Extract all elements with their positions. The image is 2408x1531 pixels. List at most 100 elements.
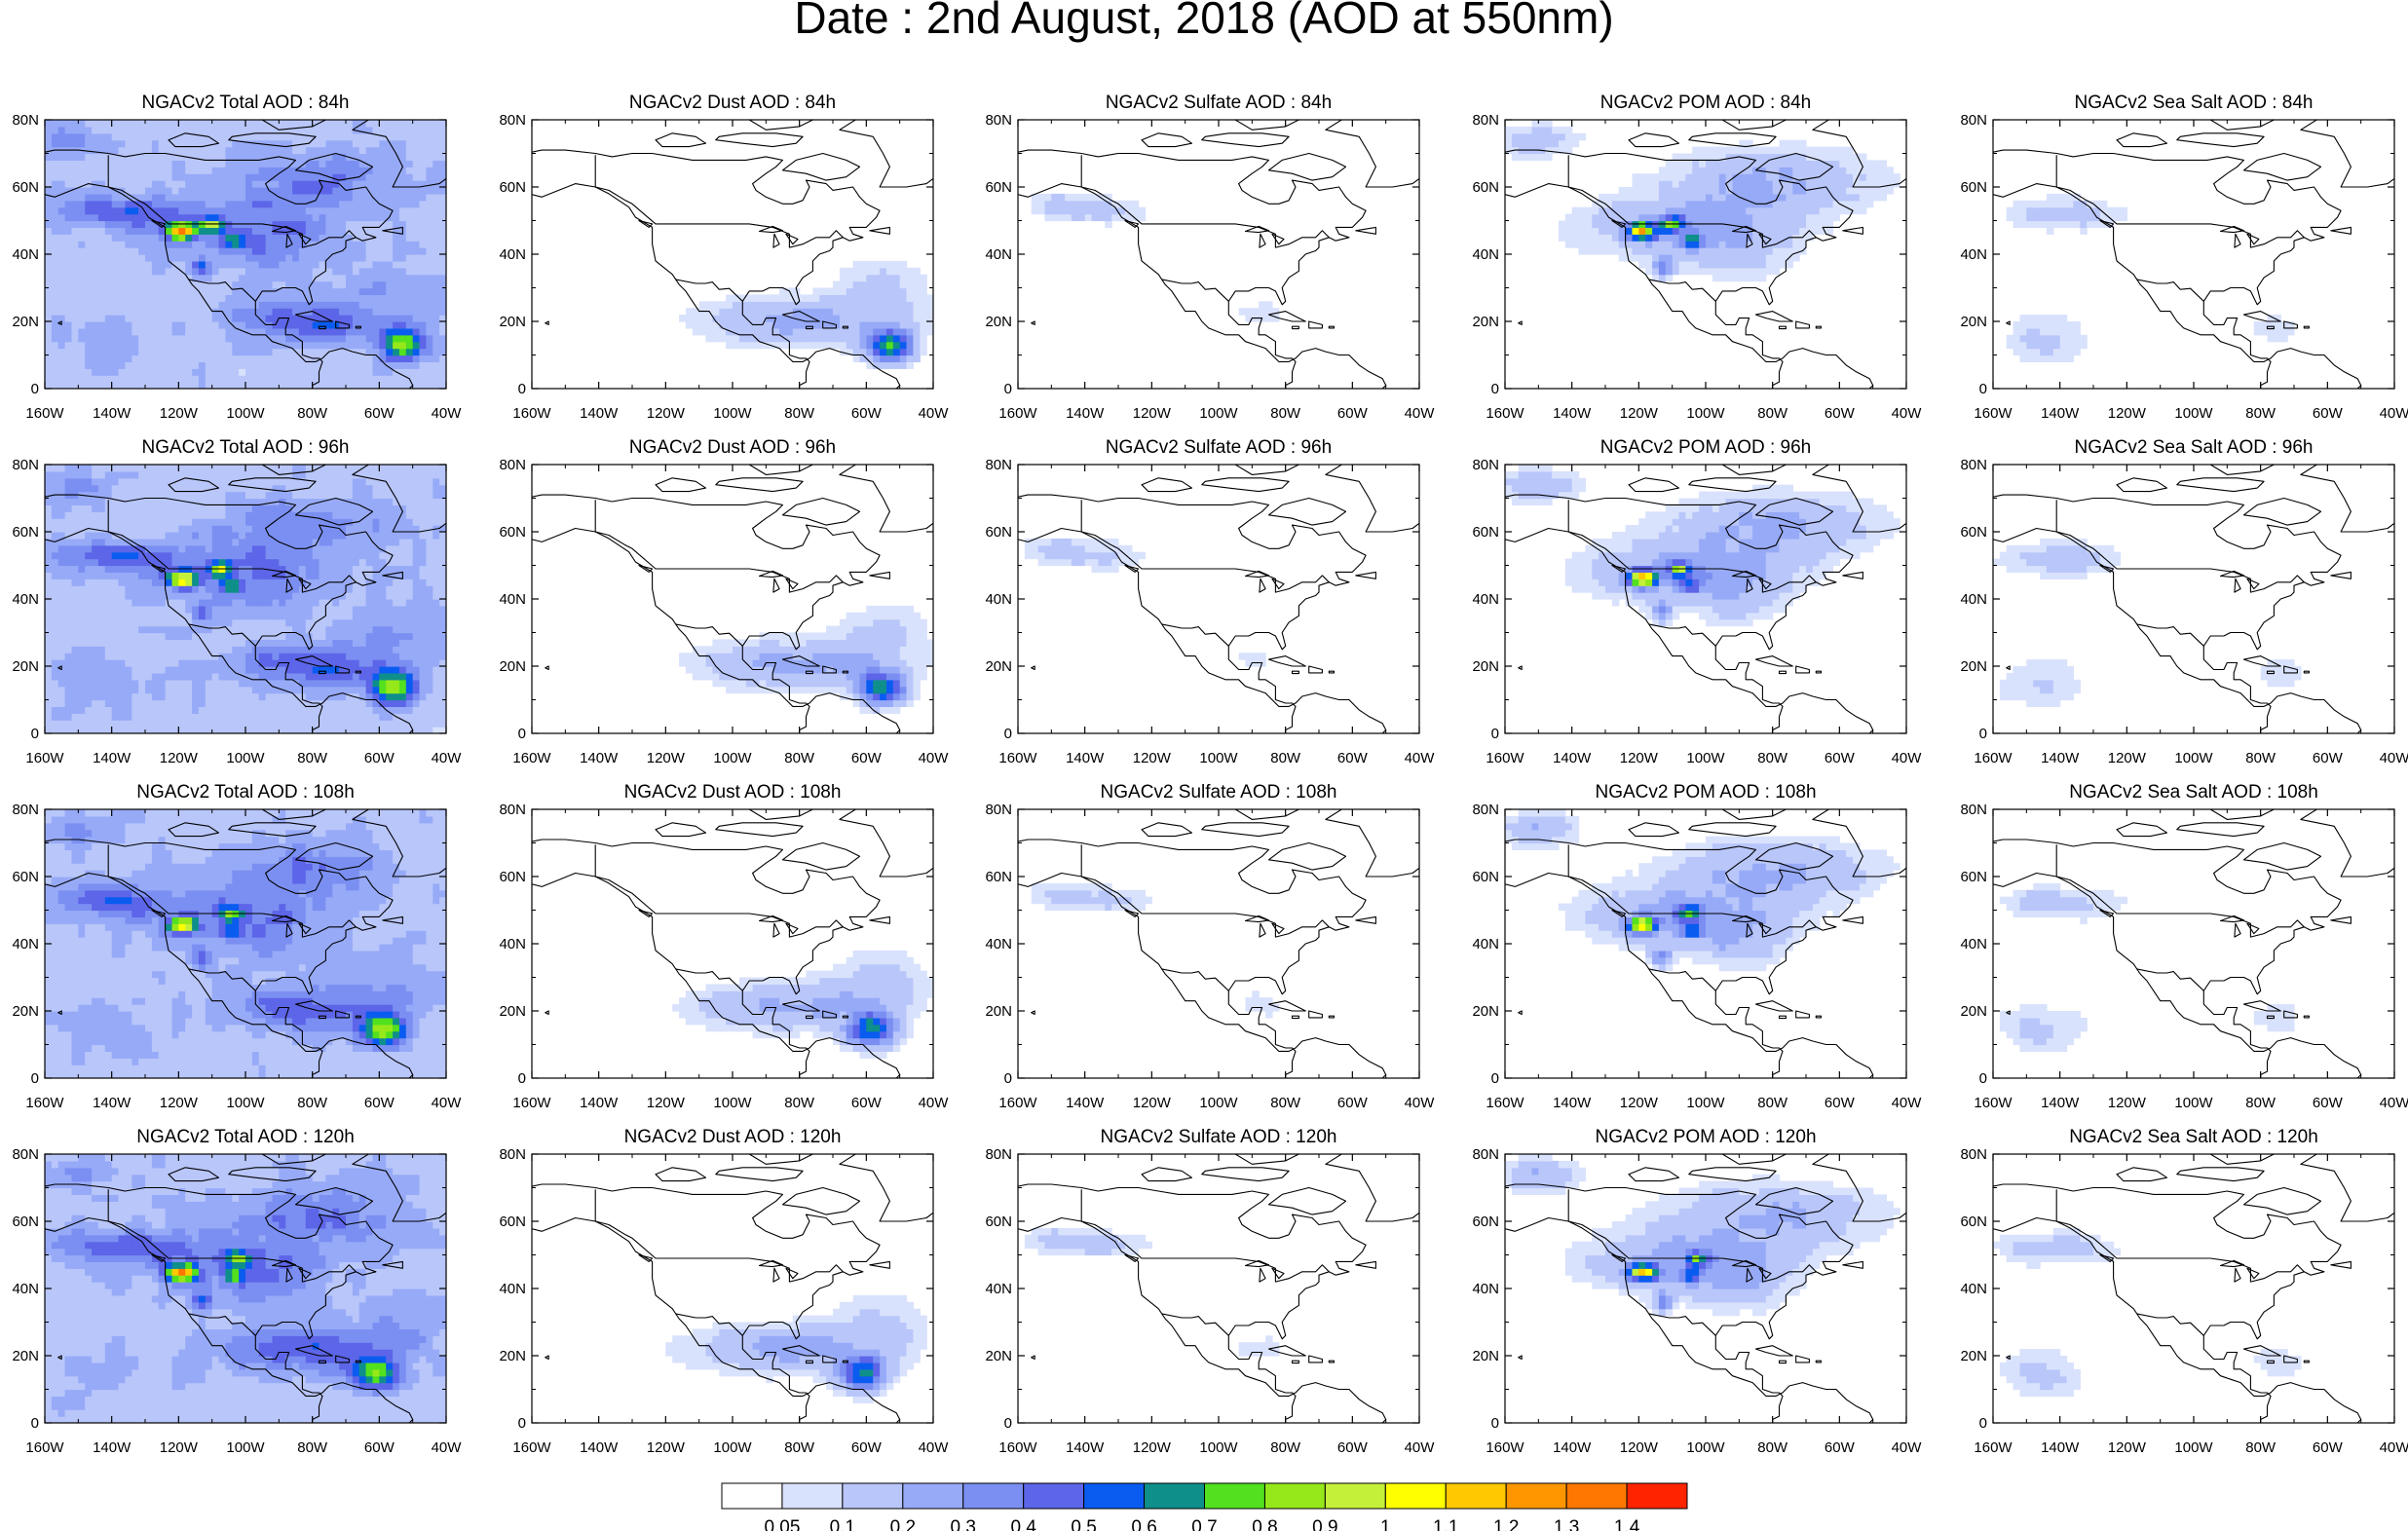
colorbar-swatch [962,1482,1025,1510]
y-tick-label: 60N [12,524,39,541]
y-tick-label: 40N [1960,936,1987,952]
map-panel: NGACv2 POM AOD : 120h 160W 140W 120W 100W 80W… [1472,1127,1922,1456]
x-tick-label: 60W [364,1095,395,1111]
x-tick-label: 60W [1825,1095,1856,1111]
colorbar-swatch [1445,1482,1507,1510]
y-tick-label: 40N [1960,591,1987,608]
x-tick-label: 100W [1199,1439,1238,1456]
map-panel: NGACv2 POM AOD : 96h 160W 140W 120W 100W 80W 6… [1472,437,1922,766]
x-tick-label: 120W [647,750,686,766]
x-tick-label: 60W [1825,405,1856,422]
panel-title: NGACv2 POM AOD : 84h [1600,93,1811,113]
x-tick-label: 120W [1133,405,1172,422]
x-tick-label: 120W [160,1439,199,1456]
y-tick-label: 60N [985,179,1012,196]
x-tick-label: 140W [93,1095,132,1111]
x-tick-label: 120W [2108,405,2147,422]
y-tick-label: 60N [1472,1214,1499,1230]
y-tick-label: 40N [985,591,1012,608]
x-tick-label: 80W [297,1095,328,1111]
aod-field [1018,465,1419,733]
colorbar-label: 1 [1380,1517,1391,1531]
x-tick-label: 80W [1270,405,1301,422]
y-tick-label: 80N [1960,802,1987,818]
x-tick-label: 120W [2108,1439,2147,1456]
y-tick-label: 40N [985,1281,1012,1297]
coastlines [1505,809,1906,1078]
y-tick-label: 20N [1472,1348,1499,1364]
panel-title: NGACv2 Dust AOD : 120h [624,1127,842,1147]
x-tick-label: 140W [1553,405,1592,422]
colorbar-swatch [1023,1482,1085,1510]
x-tick-label: 120W [2108,750,2147,766]
y-tick-label: 0 [31,1070,39,1087]
x-tick-label: 160W [25,750,64,766]
x-tick-label: 120W [1620,1439,1659,1456]
x-tick-label: 160W [512,1095,551,1111]
y-tick-label: 0 [518,1070,526,1087]
x-tick-label: 120W [1133,750,1172,766]
y-tick-label: 80N [12,1146,39,1163]
y-tick-label: 0 [1491,726,1499,742]
y-tick-label: 60N [499,869,526,885]
y-tick-label: 60N [1472,869,1499,885]
x-tick-label: 140W [2041,1439,2080,1456]
colorbar-swatch [1626,1482,1688,1510]
map-panel: NGACv2 Dust AOD : 108h 160W 140W 120W 100W 80… [499,782,950,1111]
colorbar-label: 0.2 [890,1517,916,1531]
map-panel: NGACv2 Dust AOD : 96h 160W 140W 120W 100W 80W… [499,437,949,766]
coastlines [532,1154,933,1423]
x-tick-label: 140W [1553,1095,1592,1111]
y-tick-label: 0 [31,726,39,742]
figure-title: Date : 2nd August, 2018 (AOD at 550nm) [794,0,1613,43]
y-tick-label: 0 [31,381,39,397]
x-tick-label: 100W [1686,750,1725,766]
x-tick-label: 40W [919,1095,950,1111]
aod-field [532,120,933,389]
x-tick-label: 40W [1405,405,1436,422]
y-tick-label: 0 [1979,1415,1987,1432]
x-tick-label: 160W [25,1095,64,1111]
y-tick-label: 80N [12,112,39,129]
y-tick-label: 20N [1960,314,1987,330]
x-tick-label: 160W [998,1439,1037,1456]
y-tick-label: 20N [12,1348,39,1364]
x-tick-label: 60W [1337,750,1369,766]
aod-field [1993,120,2394,389]
panel-title: NGACv2 Sulfate AOD : 84h [1106,93,1332,113]
y-tick-label: 40N [499,1281,526,1297]
panel-title: NGACv2 POM AOD : 96h [1600,437,1811,458]
x-tick-label: 40W [2380,1439,2408,1456]
aod-field [532,809,933,1078]
x-tick-label: 80W [1270,750,1301,766]
y-tick-label: 0 [1979,726,1987,742]
x-tick-label: 40W [1892,405,1923,422]
x-tick-label: 80W [297,750,328,766]
map-panel: NGACv2 Total AOD : 96h 160W 140W 120W 100W 80… [12,437,462,766]
y-tick-label: 40N [12,1281,39,1297]
y-tick-label: 60N [12,179,39,196]
map-panel: NGACv2 Dust AOD : 120h 160W 140W 120W 100W 80… [499,1127,949,1456]
y-tick-label: 20N [985,314,1012,330]
x-tick-label: 100W [226,1095,265,1111]
y-tick-label: 0 [518,1415,526,1432]
colorbar-label: 0.9 [1312,1517,1337,1531]
coastlines [45,465,446,733]
map-panel: NGACv2 Total AOD : 108h 160W 140W 120W 100W 8… [12,782,462,1111]
y-tick-label: 40N [985,246,1012,263]
y-tick-label: 40N [12,936,39,952]
aod-field [45,465,446,733]
colorbar-swatch [1083,1482,1146,1510]
x-tick-label: 100W [713,405,752,422]
y-tick-label: 40N [985,936,1012,952]
x-tick-label: 80W [1757,1439,1788,1456]
x-tick-label: 80W [2245,405,2276,422]
aod-field [45,809,446,1078]
colorbar-swatch [1144,1482,1206,1510]
colorbar-label: 0.5 [1071,1517,1096,1531]
y-tick-label: 40N [1960,1281,1987,1297]
x-tick-label: 120W [647,1439,686,1456]
x-tick-label: 120W [1620,1095,1659,1111]
coastlines [1505,120,1906,389]
y-tick-label: 40N [12,591,39,608]
